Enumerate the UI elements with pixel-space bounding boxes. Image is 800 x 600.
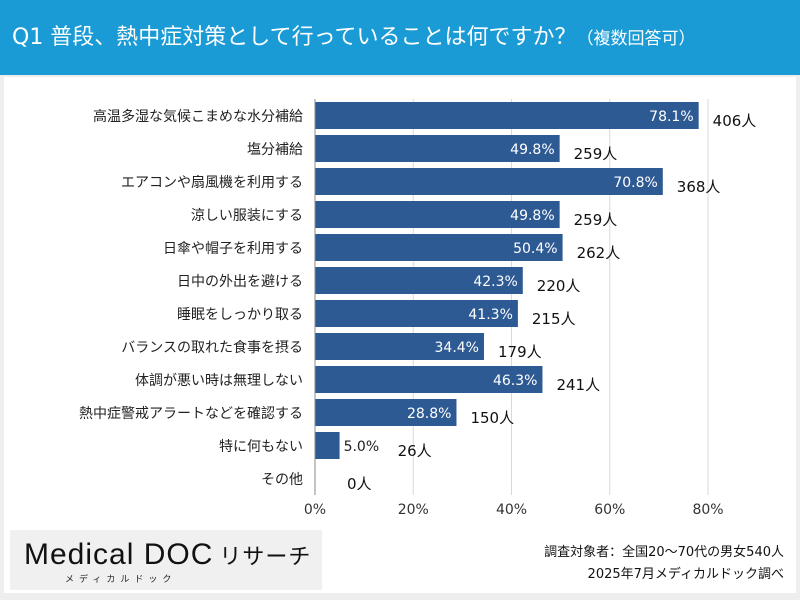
bar [315, 168, 663, 195]
bar-count-label: 368人 [677, 178, 721, 196]
category-label: バランスの取れた食事を摂る [121, 339, 303, 356]
bar [315, 201, 560, 228]
x-tick-label: 40% [496, 502, 527, 518]
category-label: 日傘や帽子を利用する [163, 241, 303, 257]
bar [315, 267, 523, 294]
bar-count-label: 0人 [347, 475, 372, 493]
bar-value-label: 28.8% [407, 406, 451, 422]
bar-count-label: 259人 [574, 211, 618, 229]
bar-value-label: 50.4% [513, 241, 557, 257]
bar [315, 399, 457, 426]
chart-subtitle: （複数回答可） [576, 29, 696, 49]
medical-doc-logo: Medical DOC リサーチ メディカルドック [10, 530, 322, 590]
bar [315, 432, 340, 459]
category-label: エアコンや扇風機を利用する [121, 175, 303, 191]
bar [315, 102, 699, 129]
bar-count-label: 179人 [498, 343, 542, 361]
bar-count-label: 150人 [470, 409, 514, 427]
bar-count-label: 259人 [574, 145, 618, 163]
survey-source: 調査対象者：全国20〜70代の男女540人 2025年7月メディカルドック調べ [544, 542, 784, 586]
bar-value-label: 49.8% [510, 208, 554, 224]
bar [315, 300, 518, 327]
x-tick-label: 20% [398, 502, 429, 518]
bar-count-label: 26人 [398, 442, 432, 460]
bar [315, 333, 484, 360]
x-tick-label: 60% [594, 502, 625, 518]
category-label: 睡眠をしっかり取る [177, 307, 303, 323]
x-tick-label: 0% [304, 502, 326, 518]
chart-header: Q1 普段、熱中症対策として行っていることは何ですか？（複数回答可） [0, 0, 800, 75]
category-label: 熱中症警戒アラートなどを確認する [79, 406, 303, 422]
category-label: 体調が悪い時は無理しない [135, 373, 303, 389]
bar-value-label: 46.3% [493, 373, 537, 389]
bar-value-label: 49.8% [510, 142, 554, 158]
x-tick-label: 80% [692, 502, 723, 518]
bar [315, 234, 563, 261]
bar-value-label: 42.3% [473, 274, 517, 290]
bar-count-label: 215人 [532, 310, 576, 328]
bar-value-label: 34.4% [435, 340, 479, 356]
logo-kana: メディカルドック [65, 575, 177, 585]
source-line-2: 2025年7月メディカルドック調べ [587, 567, 784, 582]
category-label: 塩分補給 [247, 142, 303, 158]
category-label: 涼しい服装にする [191, 208, 303, 224]
category-label: 特に何もない [219, 439, 303, 455]
bar-count-label: 241人 [556, 376, 600, 394]
logo-main: Medical DOC [24, 538, 214, 571]
bar-count-label: 262人 [577, 244, 621, 262]
bar [315, 366, 543, 393]
bar-value-label: 41.3% [468, 307, 512, 323]
bar [315, 135, 560, 162]
bar-value-label: 70.8% [613, 175, 657, 191]
source-line-1: 調査対象者：全国20〜70代の男女540人 [544, 545, 784, 560]
bar-count-label: 220人 [537, 277, 581, 295]
bar-count-label: 406人 [713, 112, 757, 130]
bar-value-label: 5.0% [344, 439, 380, 455]
chart-title: Q1 普段、熱中症対策として行っていることは何ですか？ [12, 25, 577, 50]
category-label: その他 [261, 472, 303, 488]
category-label: 高温多湿な気候こまめな水分補給 [93, 108, 303, 125]
bar-value-label: 78.1% [649, 109, 693, 125]
category-label: 日中の外出を避ける [177, 274, 303, 290]
logo-suffix: リサーチ [219, 544, 312, 569]
